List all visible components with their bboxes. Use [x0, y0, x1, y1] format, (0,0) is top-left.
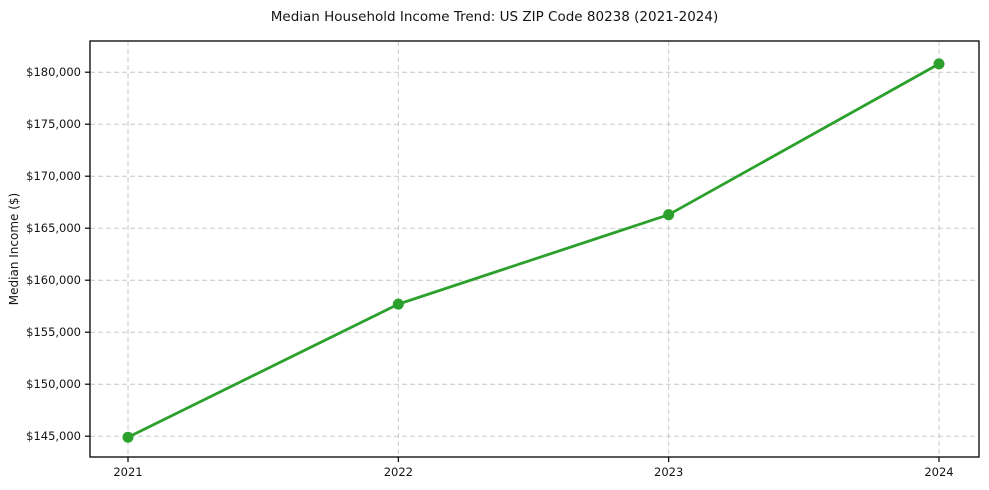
- data-point: [933, 58, 945, 70]
- data-point: [392, 298, 404, 310]
- x-tick-label: 2021: [113, 465, 142, 479]
- y-tick-label: $145,000: [26, 429, 81, 443]
- x-tick-label: 2023: [654, 465, 683, 479]
- data-point: [122, 431, 134, 443]
- y-tick-label: $170,000: [26, 169, 81, 183]
- data-point: [663, 209, 675, 221]
- y-tick-label: $160,000: [26, 273, 81, 287]
- y-tick-label: $175,000: [26, 117, 81, 131]
- y-tick-label: $165,000: [26, 221, 81, 235]
- y-tick-label: $180,000: [26, 65, 81, 79]
- x-tick-label: 2024: [924, 465, 953, 479]
- plot-frame: [89, 40, 980, 458]
- x-tick-label: 2022: [384, 465, 413, 479]
- data-line: [126, 62, 941, 439]
- y-tick-label: $155,000: [26, 325, 81, 339]
- chart-title: Median Household Income Trend: US ZIP Co…: [270, 9, 719, 25]
- y-tick-label: $150,000: [26, 377, 81, 391]
